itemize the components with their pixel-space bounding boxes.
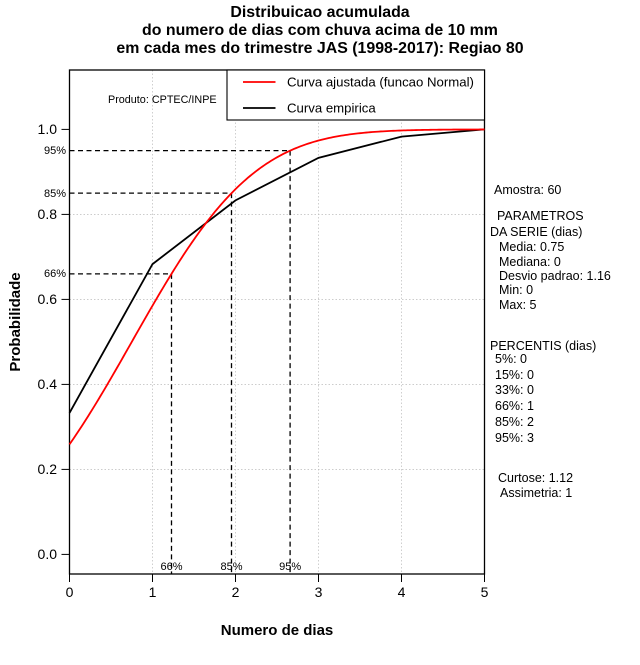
svg-text:PARAMETROS: PARAMETROS xyxy=(497,209,584,223)
svg-text:15%: 0: 15%: 0 xyxy=(495,368,534,382)
svg-text:Probabilidade: Probabilidade xyxy=(7,272,24,371)
svg-text:Media: 0.75: Media: 0.75 xyxy=(499,240,564,254)
svg-text:5: 5 xyxy=(481,584,489,600)
svg-text:Amostra: 60: Amostra: 60 xyxy=(494,183,561,197)
svg-text:3: 3 xyxy=(315,584,323,600)
svg-text:66%: 1: 66%: 1 xyxy=(495,399,534,413)
svg-text:0.4: 0.4 xyxy=(38,376,58,392)
svg-text:85%: 85% xyxy=(220,561,242,573)
svg-text:33%: 0: 33%: 0 xyxy=(495,383,534,397)
svg-text:Assimetria: 1: Assimetria: 1 xyxy=(500,486,572,500)
svg-text:0.6: 0.6 xyxy=(38,291,58,307)
svg-text:Desvio padrao: 1.16: Desvio padrao: 1.16 xyxy=(499,269,611,283)
svg-text:Numero de dias: Numero de dias xyxy=(221,622,334,639)
svg-text:Min: 0: Min: 0 xyxy=(499,283,533,297)
svg-text:85%: 85% xyxy=(44,188,66,200)
svg-text:85%: 2: 85%: 2 xyxy=(495,415,534,429)
svg-text:0.8: 0.8 xyxy=(38,206,58,222)
svg-text:95%: 3: 95%: 3 xyxy=(495,431,534,445)
svg-text:Curva empirica: Curva empirica xyxy=(287,101,376,116)
svg-text:95%: 95% xyxy=(44,145,66,157)
svg-text:PERCENTIS (dias): PERCENTIS (dias) xyxy=(490,339,596,353)
svg-text:Curva ajustada (funcao Normal): Curva ajustada (funcao Normal) xyxy=(287,75,474,90)
svg-text:66%: 66% xyxy=(44,268,66,280)
svg-text:em cada mes do trimestre JAS (: em cada mes do trimestre JAS (1998-2017)… xyxy=(116,40,523,57)
svg-text:Produto: CPTEC/INPE: Produto: CPTEC/INPE xyxy=(108,94,217,106)
svg-text:0: 0 xyxy=(66,584,74,600)
svg-text:Mediana: 0: Mediana: 0 xyxy=(499,255,561,269)
svg-text:Curtose: 1.12: Curtose: 1.12 xyxy=(498,471,573,485)
svg-text:0.0: 0.0 xyxy=(38,546,58,562)
svg-text:do numero de dias com chuva ac: do numero de dias com chuva acima de 10 … xyxy=(142,22,498,39)
svg-text:66%: 66% xyxy=(160,561,182,573)
svg-text:1: 1 xyxy=(149,584,157,600)
svg-text:0.2: 0.2 xyxy=(38,461,58,477)
svg-text:Distribuicao acumulada: Distribuicao acumulada xyxy=(230,4,409,21)
svg-text:4: 4 xyxy=(398,584,406,600)
svg-text:1.0: 1.0 xyxy=(38,121,58,137)
svg-text:5%: 0: 5%: 0 xyxy=(495,352,527,366)
svg-text:95%: 95% xyxy=(279,561,301,573)
svg-text:2: 2 xyxy=(232,584,240,600)
svg-text:Max: 5: Max: 5 xyxy=(499,298,537,312)
svg-text:DA SERIE (dias): DA SERIE (dias) xyxy=(490,225,582,239)
